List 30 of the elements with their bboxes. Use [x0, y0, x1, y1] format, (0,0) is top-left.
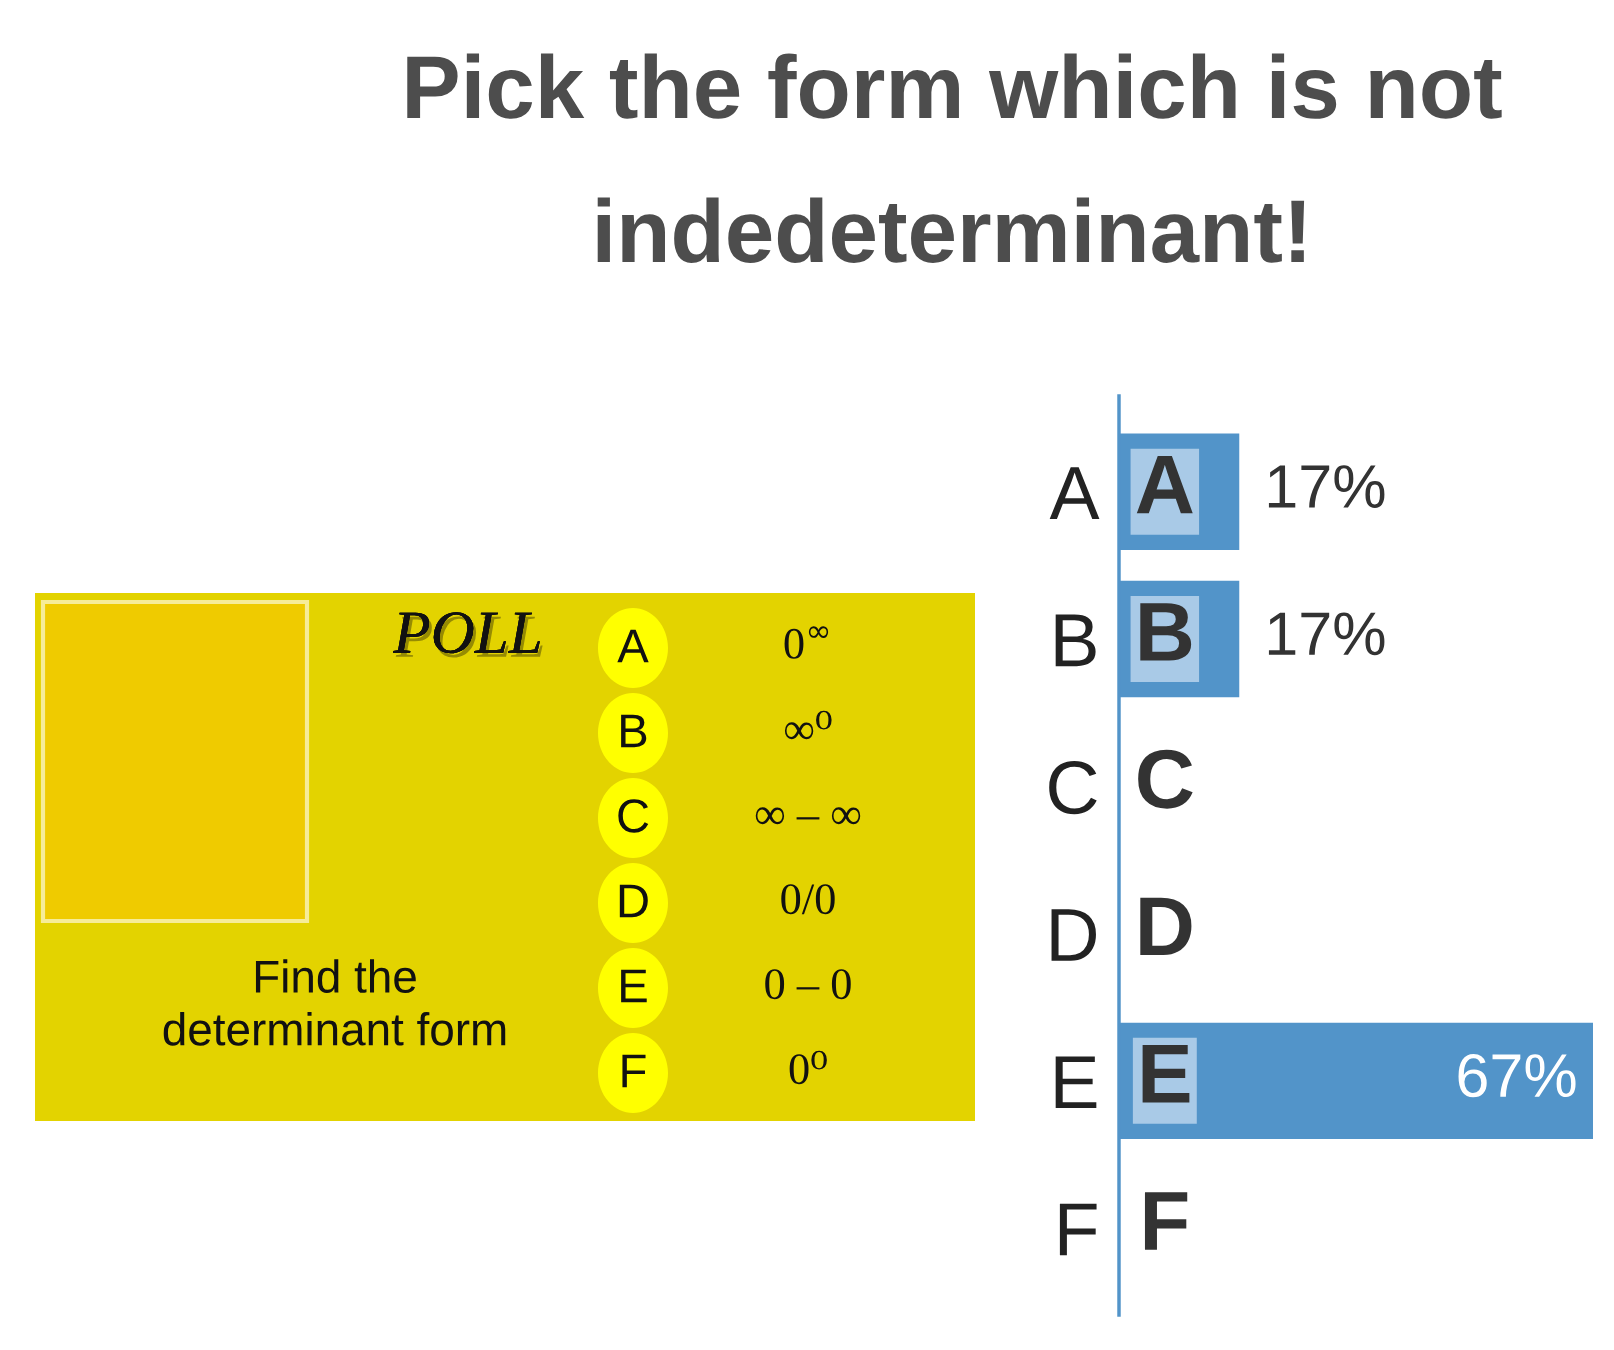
category-label: ∞⁰ — [784, 710, 832, 740]
annotation: D — [1140, 897, 1192, 956]
category-label: E — [621, 969, 647, 1003]
data-label: 67% — [1458, 1053, 1576, 1098]
y-tick-label: D — [1051, 909, 1096, 961]
y-tick-label: A — [1049, 467, 1100, 519]
category-label: D — [619, 884, 648, 918]
category-label: 0/0 — [781, 884, 835, 915]
chart-title: Pick the form which is not indedeterminant! — [407, 53, 1502, 263]
annotation: A — [1136, 455, 1193, 514]
data-label: 17% — [1268, 612, 1385, 656]
category-label: 0⁰ — [789, 1050, 827, 1085]
category-label: 0$^{∞}$ — [784, 626, 829, 659]
category-label: B — [621, 714, 647, 748]
y-tick-label: E — [1055, 1056, 1097, 1109]
category-label: ∞ – ∞ — [755, 807, 861, 825]
annotation: E — [1142, 1045, 1190, 1103]
data-label: 17% — [1268, 465, 1385, 508]
y-tick-label: F — [1059, 1203, 1097, 1256]
category-label: C — [618, 799, 649, 833]
category-label: A — [617, 629, 649, 663]
annotation: B — [1140, 603, 1192, 661]
annotation: C — [1138, 749, 1193, 809]
text: Find the determinant form — [163, 959, 506, 1046]
text: POLL — [392, 612, 543, 658]
y-tick-label: C — [1049, 761, 1097, 815]
y-tick-label: B — [1055, 614, 1096, 667]
category-label: F — [622, 1054, 646, 1088]
category-label: 0 – 0 — [765, 969, 851, 1000]
annotation: F — [1144, 1192, 1188, 1250]
